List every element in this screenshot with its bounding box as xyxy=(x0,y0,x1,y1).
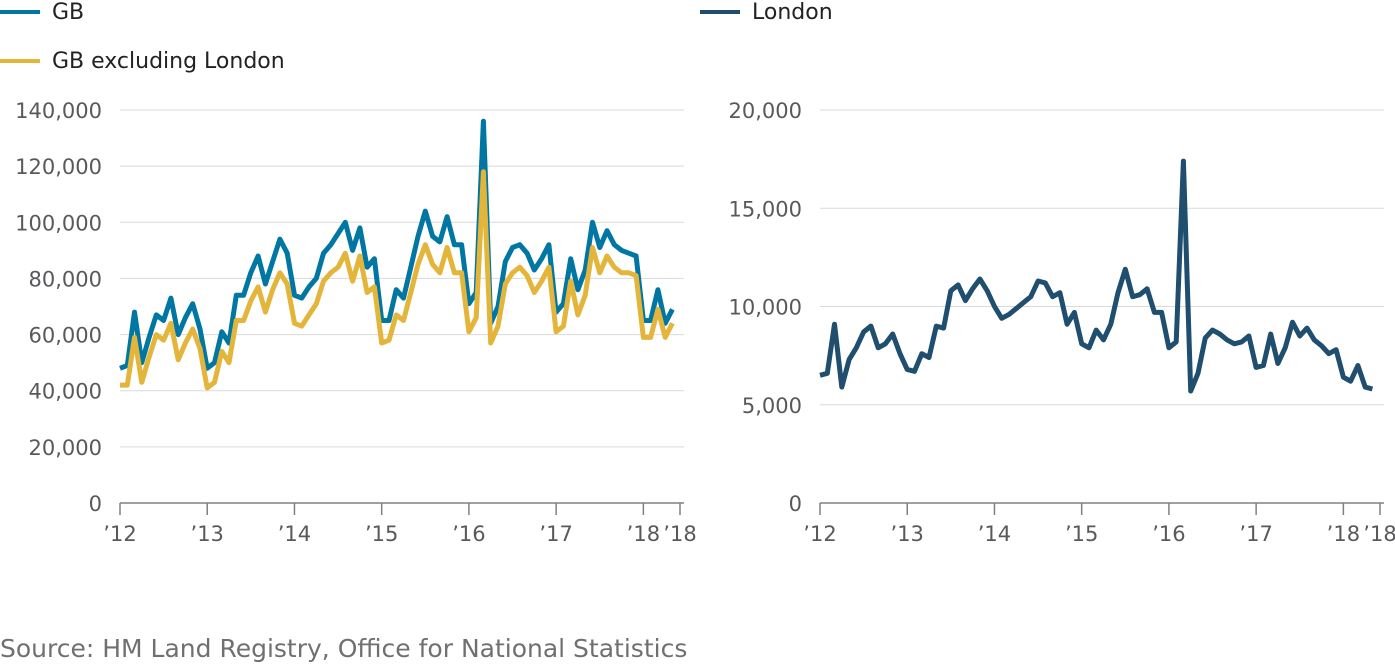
x-tick-label: ’13 xyxy=(891,522,924,546)
source-note: Source: HM Land Registry, Office for Nat… xyxy=(0,634,688,663)
y-tick-label: 20,000 xyxy=(29,436,102,460)
series-line-london xyxy=(819,158,1374,394)
x-tick-label: ’18 xyxy=(1327,522,1360,546)
y-tick-label: 60,000 xyxy=(29,324,102,348)
y-tick-label: 0 xyxy=(789,492,802,516)
y-tick-label: 40,000 xyxy=(29,380,102,404)
x-tick-label: ’16 xyxy=(1152,522,1185,546)
legend-left: GB GB excluding London xyxy=(0,0,285,74)
y-tick-label: 0 xyxy=(89,492,102,516)
chart-gb: 0 20,000 40,000 60,000 80,000 100,000 120,000 1… xyxy=(15,99,697,546)
x-tick-label: ’18 xyxy=(1363,522,1395,546)
x-tick-label: ’18 xyxy=(663,522,696,546)
y-tick-label: 15,000 xyxy=(729,197,802,221)
y-tick-label: 140,000 xyxy=(15,99,102,123)
legend-label-london: London xyxy=(752,0,833,25)
chart-london: 0 5,000 10,000 15,000 20,000 ’12 ’13 ’14 ’15 ’16 ’… xyxy=(729,99,1395,546)
y-tick-label: 100,000 xyxy=(15,211,102,235)
series-line-gb xyxy=(119,118,675,371)
x-tick-label: ’12 xyxy=(103,522,136,546)
legend-label-gb-excluding-london: GB excluding London xyxy=(52,49,285,74)
legend-right: London xyxy=(700,0,833,25)
x-tick-label: ’18 xyxy=(627,522,660,546)
x-tick-label: ’12 xyxy=(803,522,836,546)
x-tick-label: ’13 xyxy=(191,522,224,546)
y-tick-label: 80,000 xyxy=(29,267,102,291)
y-tick-label: 5,000 xyxy=(742,394,802,418)
x-tick-label: ’17 xyxy=(539,522,572,546)
series-line-gb-excluding-london xyxy=(120,169,675,391)
x-tick-label: ’16 xyxy=(452,522,485,546)
x-tick-label: ’14 xyxy=(278,522,311,546)
x-tick-label: ’17 xyxy=(1239,522,1272,546)
y-tick-label: 120,000 xyxy=(15,155,102,179)
y-tick-label: 20,000 xyxy=(729,99,802,123)
x-tick-label: ’14 xyxy=(978,522,1011,546)
y-tick-label: 10,000 xyxy=(729,296,802,320)
legend-label-gb: GB xyxy=(52,0,84,25)
x-tick-label: ’15 xyxy=(365,522,398,546)
x-tick-label: ’15 xyxy=(1065,522,1098,546)
